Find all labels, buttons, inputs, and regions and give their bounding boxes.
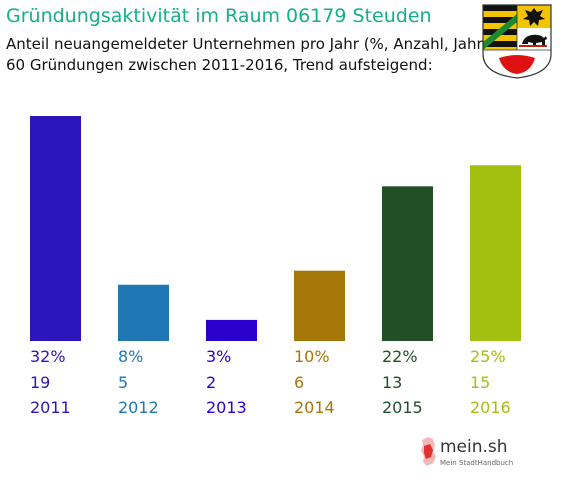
bar-count-label: 2 bbox=[206, 373, 217, 392]
bar-percent-label: 22% bbox=[382, 347, 418, 366]
bar-percent-label: 8% bbox=[118, 347, 144, 366]
germany-map-icon bbox=[421, 437, 436, 466]
bar-2013 bbox=[206, 319, 257, 341]
brand-tagline: Mein StadtHandbuch bbox=[440, 459, 514, 467]
bar-count-label: 6 bbox=[294, 373, 305, 392]
bar-2012 bbox=[118, 284, 169, 341]
bar-year-label: 2013 bbox=[206, 398, 247, 417]
bar-2016 bbox=[470, 165, 521, 341]
chart-title: Gründungsaktivität im Raum 06179 Steuden bbox=[6, 5, 432, 27]
bar-percent-label: 32% bbox=[30, 347, 66, 366]
bar-year-label: 2012 bbox=[118, 398, 159, 417]
bar-count-label: 15 bbox=[470, 373, 491, 392]
coat-of-arms-icon bbox=[482, 4, 552, 79]
bar-year-label: 2016 bbox=[470, 398, 511, 417]
bar-2014 bbox=[294, 270, 345, 341]
chart-subtitle-line1: Anteil neuangemeldeter Unternehmen pro J… bbox=[6, 35, 489, 53]
bar-2015 bbox=[382, 186, 433, 341]
bar-year-label: 2011 bbox=[30, 398, 71, 417]
chart-subtitle-line2: 60 Gründungen zwischen 2011-2016, Trend … bbox=[6, 56, 433, 74]
bar-count-label: 19 bbox=[30, 373, 51, 392]
bar-year-label: 2014 bbox=[294, 398, 335, 417]
bar-2011 bbox=[30, 116, 81, 341]
bar-count-label: 13 bbox=[382, 373, 403, 392]
brand-name: mein.sh bbox=[440, 437, 508, 457]
bar-count-label: 5 bbox=[118, 373, 129, 392]
bar-percent-label: 25% bbox=[470, 347, 506, 366]
bar-percent-label: 10% bbox=[294, 347, 330, 366]
bar-percent-label: 3% bbox=[206, 347, 232, 366]
bar-year-label: 2015 bbox=[382, 398, 423, 417]
